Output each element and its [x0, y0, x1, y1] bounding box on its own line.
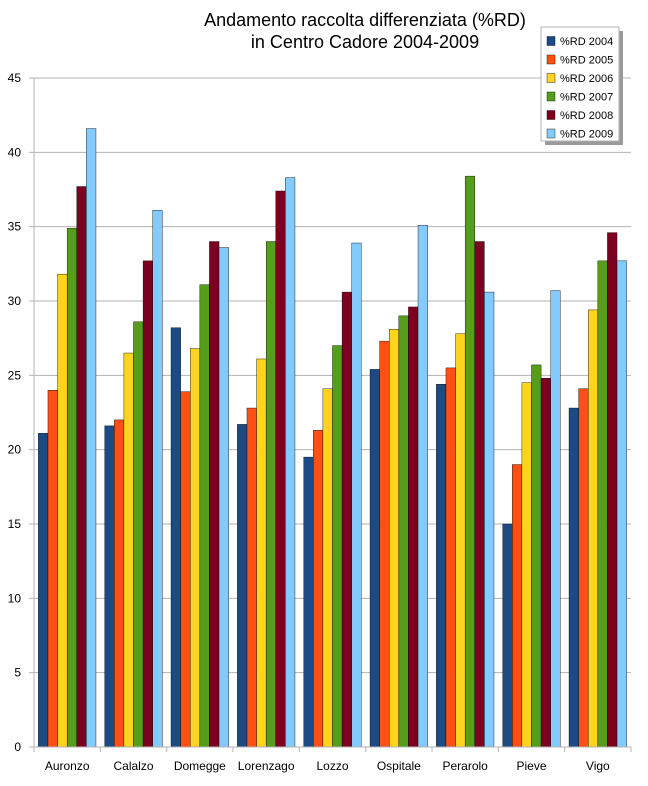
- bar-lozzo-2005: [313, 430, 324, 748]
- x-category-label: Domegge: [174, 759, 226, 773]
- chart-title-line-2: in Centro Cadore 2004-2009: [251, 32, 479, 52]
- bar-perarolo-2005: [445, 367, 456, 748]
- legend-label: %RD 2006: [560, 73, 613, 85]
- legend-swatch: [546, 54, 556, 65]
- y-tick-label: 25: [8, 368, 22, 382]
- axes: [33, 78, 631, 748]
- bar-domegge-2008: [209, 241, 220, 748]
- bar-calalzo-2007: [133, 321, 144, 748]
- bar-lorenzago-2005: [246, 407, 257, 748]
- bar-pieve-2005: [512, 464, 523, 748]
- bar-vigo-2006: [588, 309, 599, 748]
- bar-ospitale-2009: [417, 224, 428, 748]
- bar-calalzo-2005: [114, 419, 125, 748]
- legend: %RD 2004 %RD 2005 %RD 2006 %RD 2007 %RD 2008…: [540, 26, 623, 145]
- bar-pieve-2007: [531, 364, 542, 748]
- x-category-label: Ospitale: [377, 759, 421, 773]
- legend-swatch: [546, 91, 556, 102]
- bar-auronzo-2007: [66, 227, 77, 748]
- x-axis-categories: Auronzo Calalzo Domegge Lorenzago Lozzo Ospit…: [33, 747, 632, 773]
- bar-lorenzago-2006: [256, 358, 267, 748]
- bar-ospitale-2007: [398, 315, 409, 748]
- bar-domegge-2007: [199, 284, 210, 748]
- x-category-label: Vigo: [586, 759, 610, 773]
- bar-auronzo-2009: [86, 128, 97, 748]
- bar-vigo-2007: [597, 260, 608, 748]
- bar-auronzo-2005: [47, 390, 58, 748]
- bar-pieve-2004: [502, 523, 513, 748]
- bar-perarolo-2007: [464, 175, 475, 748]
- bar-ospitale-2008: [408, 306, 419, 748]
- legend-swatch: [546, 128, 556, 139]
- bar-domegge-2006: [190, 348, 201, 748]
- bar-calalzo-2004: [104, 425, 115, 748]
- y-tick-label: 15: [8, 517, 22, 531]
- x-category-label: Auronzo: [45, 759, 90, 773]
- bar-lozzo-2004: [303, 456, 314, 748]
- bar-ospitale-2004: [369, 369, 380, 748]
- y-tick-label: 40: [8, 145, 22, 159]
- bar-vigo-2009: [616, 260, 627, 748]
- y-tick-label: 45: [8, 71, 22, 85]
- legend-box: [540, 26, 620, 142]
- bar-lozzo-2007: [332, 345, 343, 748]
- y-tick-label: 35: [8, 220, 22, 234]
- bar-vigo-2008: [607, 232, 618, 748]
- y-tick-label: 20: [8, 443, 22, 457]
- bar-pieve-2006: [521, 382, 532, 748]
- chart-title-line-1: Andamento raccolta differenziata (%RD): [204, 10, 526, 30]
- y-axis-ticks: 0 5 10 15 20 25 30 35 40 45: [8, 71, 34, 754]
- x-category-label: Pieve: [516, 759, 546, 773]
- bar-perarolo-2009: [484, 291, 495, 748]
- legend-label: %RD 2004: [560, 36, 613, 48]
- bar-domegge-2004: [170, 327, 181, 748]
- bar-perarolo-2004: [436, 384, 447, 748]
- bar-auronzo-2008: [76, 186, 87, 748]
- legend-swatch: [546, 36, 556, 46]
- bar-ospitale-2005: [379, 340, 390, 748]
- bar-pieve-2008: [540, 378, 551, 748]
- legend-label: %RD 2008: [560, 110, 613, 122]
- y-tick-label: 5: [14, 666, 21, 680]
- bar-vigo-2004: [568, 407, 579, 748]
- bar-auronzo-2004: [38, 433, 49, 748]
- bar-auronzo-2006: [57, 274, 68, 748]
- bar-vigo-2005: [578, 388, 589, 748]
- legend-swatch: [546, 110, 556, 120]
- bar-ospitale-2006: [389, 329, 400, 748]
- bar-perarolo-2006: [455, 333, 466, 748]
- x-category-label: Lozzo: [316, 759, 348, 773]
- legend-swatch: [546, 73, 556, 83]
- bar-perarolo-2008: [474, 241, 485, 748]
- x-category-label: Calalzo: [113, 759, 153, 773]
- legend-label: %RD 2007: [560, 92, 613, 104]
- bar-lozzo-2006: [322, 388, 333, 748]
- y-tick-label: 0: [14, 740, 21, 754]
- bar-domegge-2005: [180, 391, 191, 748]
- bars: [38, 128, 627, 748]
- bar-calalzo-2008: [142, 260, 153, 748]
- legend-label: %RD 2009: [560, 129, 613, 141]
- bar-calalzo-2006: [123, 352, 134, 748]
- bar-lozzo-2008: [341, 291, 352, 748]
- bar-calalzo-2009: [152, 210, 163, 748]
- bar-lorenzago-2004: [237, 424, 248, 748]
- y-tick-label: 30: [8, 294, 22, 308]
- bar-domegge-2009: [218, 247, 229, 748]
- bar-pieve-2009: [550, 290, 561, 748]
- y-tick-label: 10: [8, 591, 22, 605]
- bar-lorenzago-2009: [285, 177, 296, 748]
- bar-lorenzago-2007: [265, 241, 276, 748]
- bar-lozzo-2009: [351, 242, 362, 748]
- x-category-label: Lorenzago: [238, 759, 295, 773]
- legend-label: %RD 2005: [560, 55, 613, 67]
- bar-lorenzago-2008: [275, 190, 286, 748]
- x-category-label: Perarolo: [442, 759, 488, 773]
